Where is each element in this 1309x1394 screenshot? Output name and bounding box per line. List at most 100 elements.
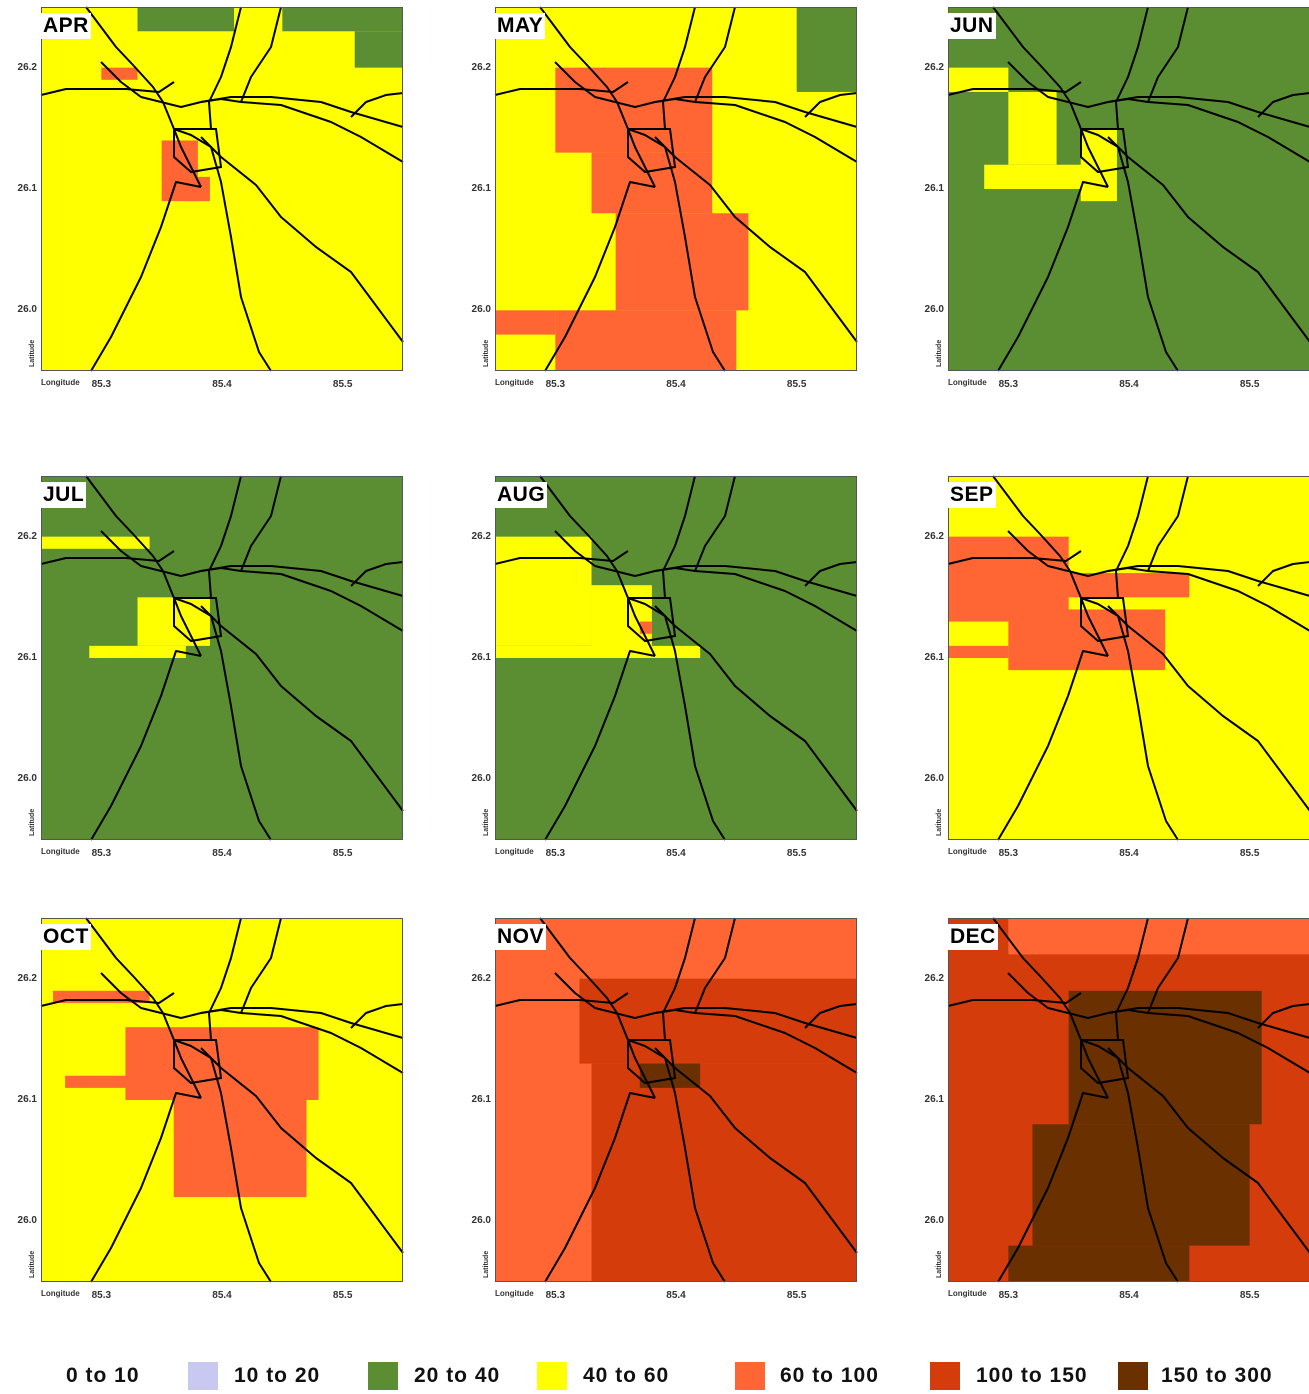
lat-tick-label: 26.0: [17, 1215, 37, 1227]
lon-tick-label: 85.3: [91, 1290, 112, 1301]
lat-tick-label: 26.1: [471, 652, 491, 663]
road-line: [208, 917, 242, 1041]
road-line: [1067, 98, 1149, 108]
lon-tick-label: 85.5: [1239, 1290, 1260, 1301]
road-line: [627, 597, 656, 657]
road-line: [1115, 475, 1149, 599]
lon-tick-label: 85.3: [91, 848, 112, 859]
ring-road: [627, 1039, 677, 1085]
concentration-patch: [354, 31, 403, 68]
road-line: [90, 650, 202, 841]
road-line: [554, 61, 616, 103]
lon-axis-title: Longitude: [41, 378, 80, 387]
concentration-patch: [137, 7, 235, 32]
road-line: [614, 98, 696, 108]
map-panel-dec: DEC: [947, 917, 1309, 1283]
road-line: [240, 475, 282, 572]
month-label: JUN: [948, 13, 996, 39]
lon-tick-label: 85.5: [332, 1290, 353, 1301]
road-line: [997, 181, 1109, 372]
road-line: [350, 92, 404, 118]
road-line: [1147, 570, 1309, 632]
legend-swatch: [735, 1362, 765, 1390]
map-frame: [495, 7, 857, 371]
road-line: [1080, 1039, 1179, 1283]
lon-tick-label: 85.4: [1119, 848, 1139, 859]
map-frame: [948, 7, 1309, 371]
map-panel-jun: JUN: [947, 6, 1309, 372]
lon-tick-label: 85.5: [786, 1290, 807, 1301]
road-line: [1147, 101, 1309, 163]
lon-tick-label: 85.3: [91, 379, 112, 390]
map-panel-oct: OCT: [40, 917, 404, 1283]
road-line: [539, 475, 629, 599]
road-line: [662, 917, 696, 1041]
concentration-patch: [173, 1100, 307, 1198]
road-line: [85, 6, 175, 130]
concentration-patch: [948, 645, 1009, 658]
road-line: [947, 992, 1082, 1007]
map-panel-jul: JUL: [40, 475, 404, 841]
ring-road: [1080, 597, 1130, 643]
map-canvas: [40, 917, 404, 1283]
map-frame: [495, 476, 857, 840]
road-line: [200, 96, 404, 128]
lon-tick-label: 85.4: [1119, 1290, 1139, 1301]
road-line: [173, 1039, 272, 1283]
concentration-patch: [1008, 1245, 1190, 1282]
concentration-patch: [1032, 1124, 1250, 1246]
map-panel-sep: SEP: [947, 475, 1309, 841]
concentration-patch: [591, 1063, 857, 1282]
road-line: [100, 530, 162, 572]
road-line: [1115, 917, 1149, 1041]
road-line: [544, 181, 656, 372]
road-line: [240, 917, 282, 1014]
map-panel-apr: APR: [40, 6, 404, 372]
lat-tick-label: 26.2: [924, 61, 944, 73]
lon-axis-title: Longitude: [948, 378, 987, 387]
road-line: [1080, 1039, 1109, 1099]
lon-tick-label: 85.3: [998, 379, 1019, 390]
lat-tick-label: 26.0: [924, 773, 944, 785]
road-line: [1147, 6, 1189, 103]
road-line: [1080, 128, 1109, 188]
road-line: [627, 128, 656, 188]
road-line: [90, 181, 202, 372]
legend-label: 40 to 60: [583, 1364, 670, 1387]
road-line: [200, 1047, 404, 1254]
lat-tick-label: 26.0: [471, 773, 491, 785]
legend-label: 20 to 40: [414, 1364, 501, 1387]
road-line: [627, 128, 726, 372]
lon-axis-title: Longitude: [495, 378, 534, 387]
lon-axis-title: Longitude: [495, 1289, 534, 1298]
road-line: [992, 917, 1082, 1041]
concentration-patch: [1008, 918, 1309, 955]
concentration-patch: [89, 645, 186, 658]
lat-tick-label: 26.1: [471, 1094, 491, 1105]
lat-tick-label: 26.2: [924, 972, 944, 984]
road-line: [1080, 597, 1109, 657]
month-label: AUG: [495, 482, 548, 508]
road-line: [1007, 972, 1069, 1014]
lat-tick-label: 26.1: [17, 183, 37, 194]
road-line: [1107, 1047, 1309, 1254]
concentration-patch: [41, 536, 150, 549]
map-frame: [41, 476, 403, 840]
map-frame: [495, 918, 857, 1282]
map-canvas: [494, 6, 858, 372]
legend-label: 60 to 100: [780, 1364, 879, 1387]
road-line: [200, 605, 404, 812]
road-line: [1257, 92, 1309, 118]
lat-axis-title: Latitude: [936, 808, 943, 836]
lon-tick-label: 85.3: [545, 379, 566, 390]
road-line: [804, 92, 858, 118]
road-line: [997, 650, 1109, 841]
map-frame: [948, 476, 1309, 840]
road-line: [654, 1047, 858, 1254]
lon-tick-label: 85.4: [212, 1290, 232, 1301]
lon-tick-label: 85.4: [212, 379, 232, 390]
road-line: [40, 550, 175, 565]
lat-axis-title: Latitude: [936, 339, 943, 367]
map-panel-may: MAY: [494, 6, 858, 372]
road-line: [1007, 61, 1069, 103]
